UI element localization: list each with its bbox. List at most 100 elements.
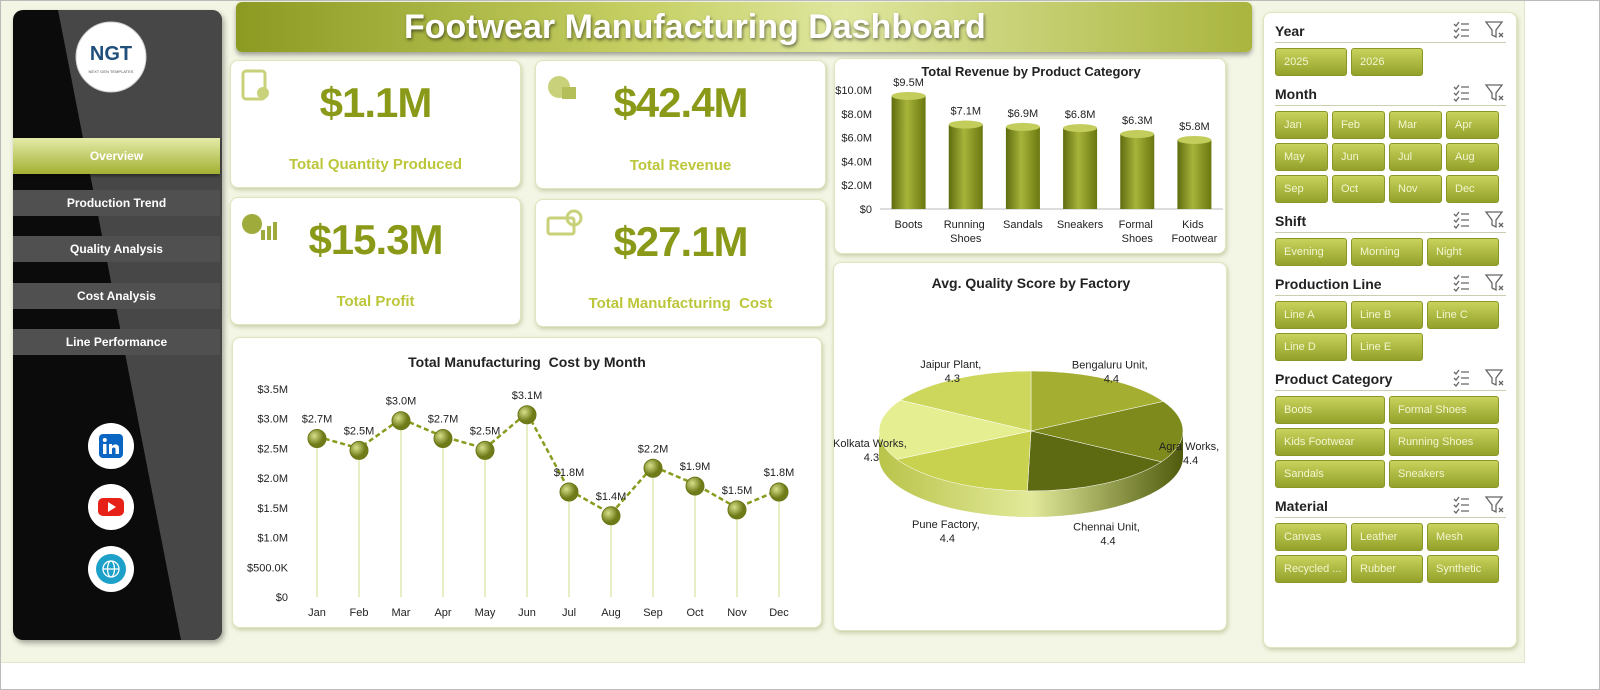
y-tick-label: $1.0M [257,533,288,545]
kpi-icon [548,76,576,99]
value-label: $2.5M [470,425,501,437]
web-glyph [102,560,120,578]
value-label: $1.8M [554,467,585,479]
slicer-button[interactable]: Line B [1351,301,1423,329]
dashboard-title: Footwear Manufacturing Dashboard [404,7,986,46]
line-chart: Total Manufacturing Cost by Month $0 $500.… [247,354,794,619]
nav-item[interactable]: Quality Analysis [13,236,220,262]
x-tick-label: Apr [434,607,451,619]
data-label: Kolkata Works, 4.3 [834,438,910,464]
chart-title: Avg. Quality Score by Factory [932,275,1131,291]
marker [517,405,537,425]
slicer-button[interactable]: Sneakers [1389,460,1499,488]
slicer-button[interactable]: Jun [1332,143,1385,171]
slicer-button[interactable]: Line D [1275,333,1347,361]
slicer-button[interactable]: Canvas [1275,523,1347,551]
value-label: $1.9M [680,461,711,473]
sidebar-stripe [58,10,222,640]
value-label: $2.2M [638,443,669,455]
slicer-button[interactable]: Apr [1446,111,1499,139]
slicer-button[interactable]: Jan [1275,111,1328,139]
y-tick-label: $2.5M [257,443,288,455]
pie-rim [879,431,1183,517]
slicer-button[interactable]: 2025 [1275,48,1347,76]
slicer-icons [1450,367,1506,390]
slicer-button[interactable]: Mesh [1427,523,1499,551]
bar [1063,128,1098,209]
marker [643,458,663,478]
kpi-label: Total Manufacturing Cost [588,295,773,312]
x-tick-label: Formal Shoes [1119,219,1156,245]
slicer-tools[interactable] [1450,82,1506,102]
pie-slice [1027,430,1163,492]
slicer-button[interactable]: Boots [1275,396,1385,424]
nav-item[interactable]: Overview [13,138,220,174]
slicer-button[interactable]: Mar [1389,111,1442,139]
slicer-header: Material [1275,494,1506,518]
slicer-title: Year [1275,22,1305,39]
y-tick-label: $6.0M [841,133,872,145]
slicer-tools[interactable] [1450,19,1506,39]
slicer-button[interactable]: Running Shoes [1389,428,1499,456]
x-tick-label: Boots [895,219,924,231]
slicer-tools[interactable] [1450,367,1506,387]
x-tick-label: Sandals [1003,219,1043,231]
y-tick-label: $10.0M [835,85,872,97]
pie-slice [899,370,1032,432]
pie-slice [896,430,1032,492]
slicer-button[interactable]: Dec [1446,175,1499,203]
slicer-button[interactable]: Line C [1427,301,1499,329]
slicer-button[interactable]: Evening [1275,238,1347,266]
bar [948,124,983,209]
slicer-button[interactable]: Recycled ... [1275,555,1347,583]
slicer-button[interactable]: Sandals [1275,460,1385,488]
slicer-button[interactable]: Oct [1332,175,1385,203]
nav-item[interactable]: Cost Analysis [13,283,220,309]
y-tick-label: $0 [860,204,872,216]
x-tick-label: May [475,607,496,619]
slicer-button[interactable]: 2026 [1351,48,1423,76]
value-label: $6.9M [1008,108,1039,120]
nav-item[interactable]: Line Performance [13,329,220,355]
nav-item[interactable]: Production Trend [13,190,220,216]
value-label: $3.0M [386,396,417,408]
slicer: Material Canvas Leather Mesh Recycled ... Rub… [1275,494,1506,583]
x-tick-label: Nov [727,607,747,619]
slicer-button[interactable]: Line A [1275,301,1347,329]
slicer-icons [1450,272,1506,295]
marker [433,429,453,449]
bar-cap [1063,124,1098,133]
slicer-button[interactable]: Formal Shoes [1389,396,1499,424]
data-label: Jaipur Plant, 4.3 [920,359,984,385]
kpi-label: Total Profit [336,293,415,310]
slicer-button[interactable]: Jul [1389,143,1442,171]
kpi-value: $27.1M [613,218,748,265]
x-tick-label: Aug [601,607,621,619]
slicer-button[interactable]: Synthetic [1427,555,1499,583]
slicer-button[interactable]: Leather [1351,523,1423,551]
x-tick-label: Sep [643,607,663,619]
logo-text: NGT [90,43,132,65]
slicer-button[interactable]: Kids Footwear [1275,428,1385,456]
slicer-button[interactable]: Rubber [1351,555,1423,583]
x-tick-label: Sneakers [1057,219,1104,231]
slicer-tools[interactable] [1450,272,1506,292]
slicer-button[interactable]: Night [1427,238,1499,266]
slicer-button[interactable]: Nov [1389,175,1442,203]
slicer-tools[interactable] [1450,494,1506,514]
slicer-button[interactable]: Line E [1351,333,1423,361]
value-label: $1.5M [722,485,753,497]
slicer-button[interactable]: Sep [1275,175,1328,203]
y-tick-label: $3.0M [257,414,288,426]
y-tick-label: $500.0K [247,562,289,574]
slicer-button[interactable]: Feb [1332,111,1385,139]
slicer-button[interactable]: May [1275,143,1328,171]
slicer-button[interactable]: Morning [1351,238,1423,266]
linkedin-glyph [102,438,107,442]
slicer-button[interactable]: Aug [1446,143,1499,171]
slicer-tools[interactable] [1450,209,1506,229]
slicer-header: Month [1275,82,1506,106]
slicer-buttons: Boots Formal Shoes Kids Footwear Running Sh… [1275,396,1506,488]
bar [891,95,926,209]
